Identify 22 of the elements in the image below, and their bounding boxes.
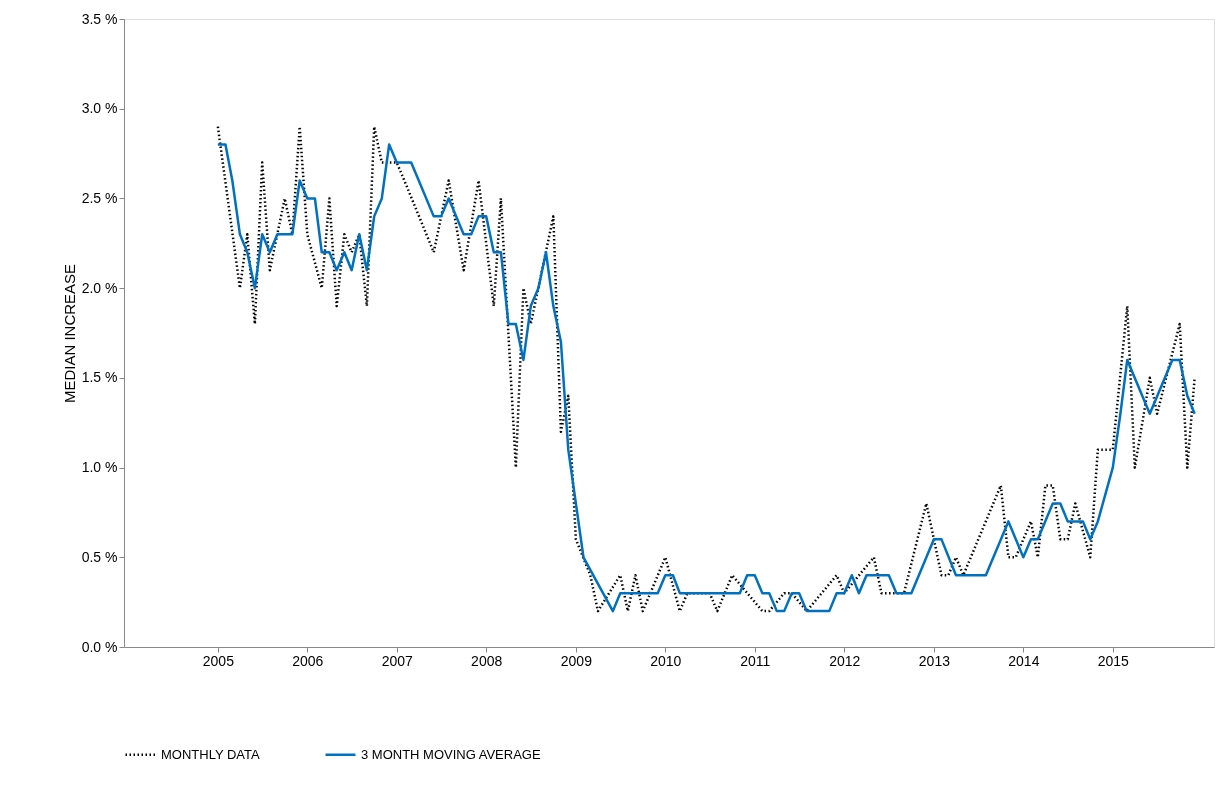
x-tick-label: 2008 — [471, 652, 503, 669]
y-tick-label: 2.0 % — [81, 279, 118, 296]
y-tick-label: 3.5 % — [81, 10, 118, 27]
x-tick-label: 2012 — [829, 652, 861, 669]
y-tick-label: 1.5 % — [81, 369, 118, 386]
y-tick-label: 2.5 % — [81, 189, 118, 206]
x-tick-label: 2010 — [650, 652, 682, 669]
y-tick-label: 0.0 % — [81, 638, 118, 655]
y-tick-label: 3.0 % — [81, 100, 118, 117]
x-tick-label: 2009 — [560, 652, 593, 669]
x-tick-label: 2014 — [1008, 652, 1040, 669]
y-tick-label: 1.0 % — [81, 459, 118, 476]
legend-label: MONTHLY DATA — [161, 746, 261, 762]
y-axis-title: MEDIAN INCREASE — [60, 263, 78, 404]
x-tick-label: 2013 — [918, 652, 951, 669]
legend-label: 3 MONTH MOVING AVERAGE — [361, 746, 541, 762]
x-tick-label: 2007 — [381, 652, 414, 669]
x-tick-label: 2006 — [292, 652, 324, 669]
y-tick-label: 0.5 % — [81, 548, 118, 565]
x-tick-label: 2015 — [1097, 652, 1130, 669]
x-tick-label: 2005 — [202, 652, 235, 669]
x-tick-label: 2011 — [740, 652, 771, 669]
